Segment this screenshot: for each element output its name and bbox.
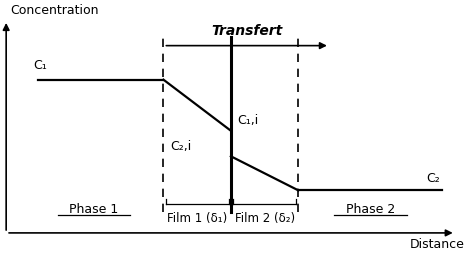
Text: C₂,i: C₂,i [170, 139, 191, 152]
Text: Transfert: Transfert [211, 24, 282, 38]
Text: Phase 1: Phase 1 [69, 202, 119, 215]
Text: Distance: Distance [410, 237, 465, 250]
Text: Phase 2: Phase 2 [346, 202, 395, 215]
Text: Film 2 (δ₂): Film 2 (δ₂) [234, 212, 295, 225]
Text: C₂: C₂ [426, 171, 440, 184]
Text: C₁,i: C₁,i [238, 114, 259, 127]
Text: C₁: C₁ [33, 59, 47, 72]
Text: Film 1 (δ₁): Film 1 (δ₁) [167, 212, 227, 225]
Text: Concentration: Concentration [11, 4, 99, 17]
